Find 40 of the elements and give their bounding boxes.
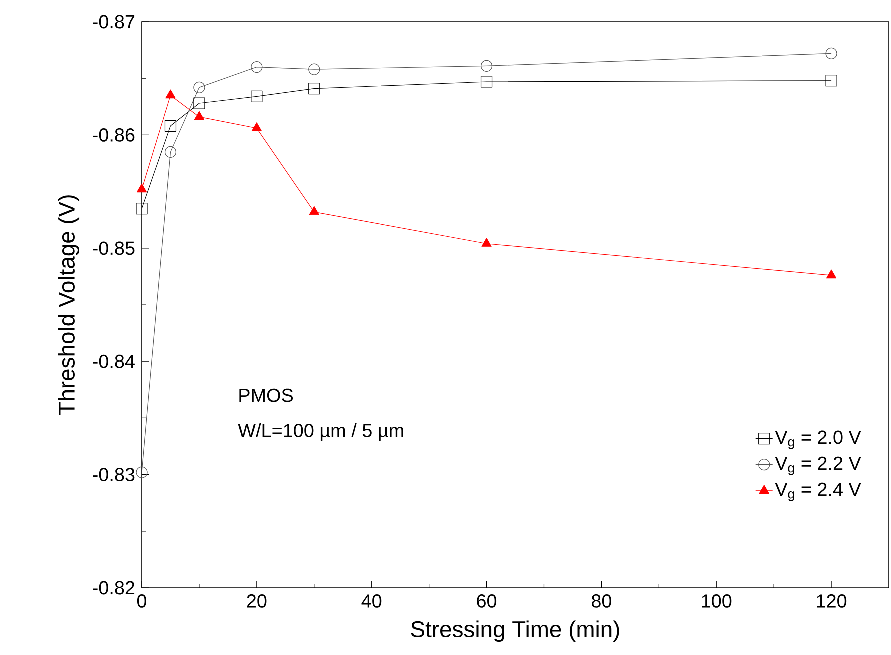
point [194,111,205,120]
x-tick-label: 0 [137,594,147,608]
point [252,122,262,132]
point [826,48,838,60]
x-tick-label: 20 [247,594,267,608]
point [826,270,837,279]
x-tick-label: 80 [592,594,612,608]
point [826,75,838,87]
point [166,90,176,99]
legend-label: V$_{g}$ = 2.0 V [775,430,862,450]
point [309,206,320,216]
x-axis-title: Stressing Time (min) [411,620,620,642]
point [164,120,177,132]
point [308,64,320,76]
x-tick-label: 40 [362,594,382,608]
point [136,184,148,193]
y-tick-label: -0.84 [93,354,135,368]
legend-label: V$_{g}$ = 2.2 V [775,456,862,476]
y-axis-title: Threshold Voltage (V) [58,196,80,416]
point [136,202,148,215]
x-tick-label: 120 [817,594,847,608]
y-tick-label: -0.82 [93,581,135,595]
annotation: W/L=100 µm / 5 µm [238,424,404,442]
legend-label: V$_{g}$ = 2.4 V [775,482,862,502]
point [480,60,493,72]
point [480,76,493,88]
y-tick-label: -0.85 [93,242,135,256]
y-tick-label: -0.83 [93,468,135,482]
y-tick-label: -0.86 [93,128,135,142]
point [482,238,492,247]
point [164,146,177,158]
y-tick-label: -0.87 [93,15,135,29]
point [194,98,206,110]
x-tick-label: 60 [477,594,497,608]
annotation: PMOS [240,388,294,402]
point [251,61,263,74]
point [194,82,206,94]
x-tick-label: 100 [702,594,732,608]
point [251,90,263,103]
point [308,82,320,95]
